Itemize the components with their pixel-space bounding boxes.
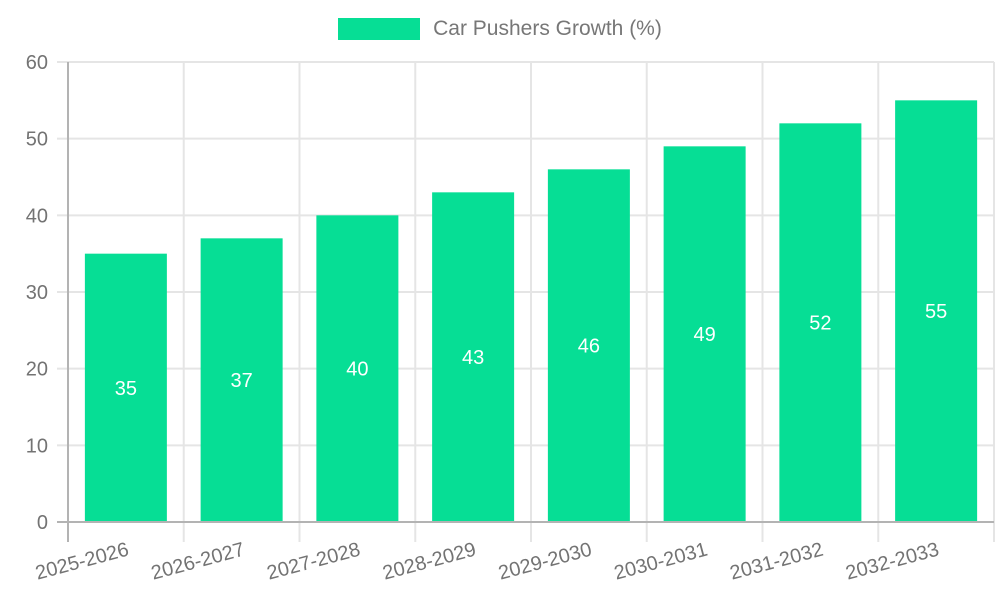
bar	[432, 192, 515, 523]
y-tick-label: 60	[26, 52, 48, 74]
x-tick-label: 2026-2027	[149, 539, 247, 585]
x-tick-label: 2029-2030	[496, 539, 594, 585]
bar-value-label: 49	[694, 324, 716, 346]
bar-value-label: 55	[925, 301, 947, 323]
bar-value-label: 35	[115, 378, 137, 400]
bar-value-label: 43	[462, 347, 484, 369]
y-tick-label: 30	[26, 282, 48, 304]
y-tick-label: 50	[26, 129, 48, 151]
bar	[779, 123, 862, 522]
x-tick-label: 2030-2031	[612, 539, 710, 585]
y-tick-label: 0	[37, 512, 48, 534]
y-tick-label: 20	[26, 359, 48, 381]
legend-swatch	[338, 18, 421, 40]
bar	[663, 146, 746, 523]
bar	[547, 169, 630, 523]
y-tick-label: 10	[26, 435, 48, 457]
x-tick-label: 2027-2028	[265, 539, 363, 585]
bar	[84, 253, 167, 522]
bar	[200, 238, 283, 523]
legend[interactable]: Car Pushers Growth (%)	[0, 17, 1000, 41]
x-tick-label: 2025-2026	[33, 539, 131, 585]
bar-value-label: 40	[346, 359, 368, 381]
x-tick-label: 2028-2029	[380, 539, 478, 585]
bar-value-label: 37	[231, 370, 253, 392]
bar	[316, 215, 399, 523]
x-tick-label: 2031-2032	[728, 539, 826, 585]
y-tick-label: 40	[26, 205, 48, 227]
bar	[895, 100, 978, 522]
bar-value-label: 52	[809, 313, 831, 335]
bar-value-label: 46	[578, 336, 600, 358]
legend-label: Car Pushers Growth (%)	[433, 17, 662, 40]
x-tick-label: 2032-2033	[843, 539, 941, 585]
